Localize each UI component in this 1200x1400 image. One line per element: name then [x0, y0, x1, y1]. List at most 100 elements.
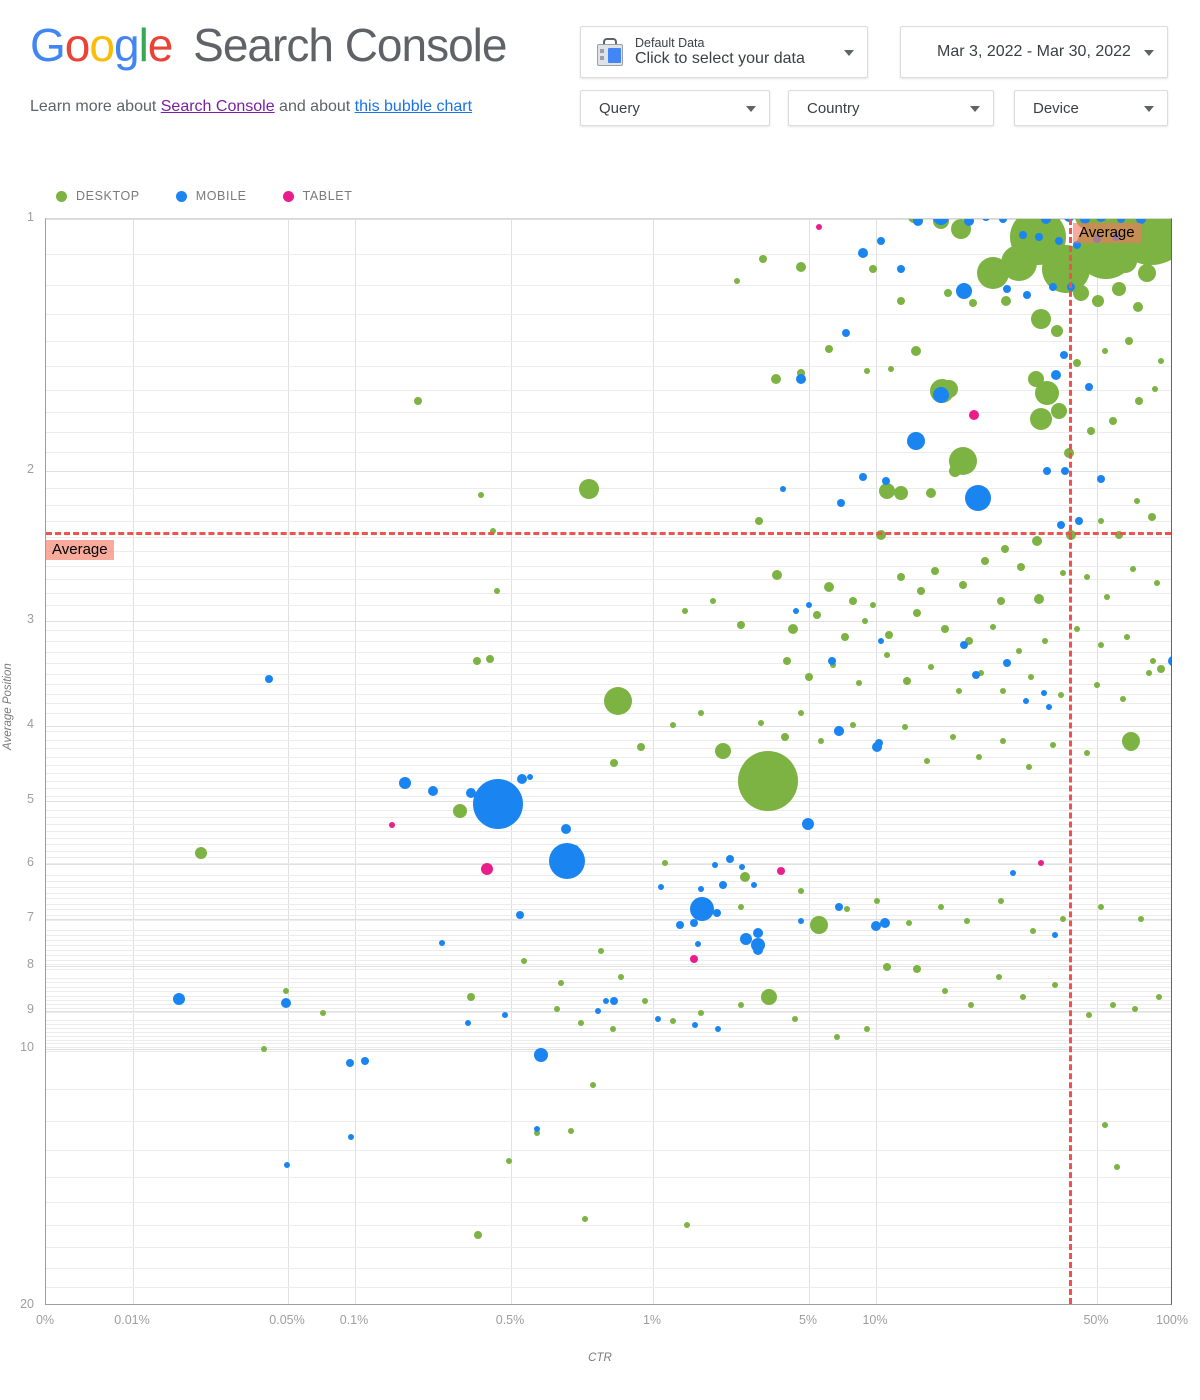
bubble-desktop[interactable]	[610, 1026, 616, 1032]
bubble-desktop[interactable]	[1094, 682, 1100, 688]
bubble-mobile[interactable]	[960, 641, 968, 649]
bubble-mobile[interactable]	[1168, 656, 1171, 666]
bubble-desktop[interactable]	[976, 754, 982, 760]
bubble-desktop[interactable]	[798, 710, 804, 716]
bubble-desktop[interactable]	[797, 369, 805, 377]
bubble-desktop[interactable]	[1073, 359, 1081, 367]
bubble-desktop[interactable]	[772, 570, 782, 580]
bubble-mobile[interactable]	[690, 919, 698, 927]
bubble-desktop[interactable]	[864, 368, 870, 374]
bubble-desktop[interactable]	[738, 751, 798, 811]
bubble-desktop[interactable]	[1092, 295, 1104, 307]
bubble-desktop[interactable]	[1138, 916, 1144, 922]
bubble-desktop[interactable]	[1000, 738, 1006, 744]
bubble-desktop[interactable]	[582, 1216, 588, 1222]
bubble-tablet[interactable]	[389, 822, 395, 828]
bubble-desktop[interactable]	[1001, 545, 1009, 553]
bubble-desktop[interactable]	[1030, 408, 1052, 430]
bubble-desktop[interactable]	[1157, 665, 1165, 673]
bubble-mobile[interactable]	[872, 742, 882, 752]
bubble-mobile[interactable]	[907, 432, 925, 450]
bubble-mobile[interactable]	[739, 864, 745, 870]
bubble-desktop[interactable]	[903, 677, 911, 685]
bubble-desktop[interactable]	[1109, 417, 1117, 425]
bubble-desktop[interactable]	[618, 974, 624, 980]
bubble-mobile[interactable]	[603, 998, 609, 1004]
bubble-desktop[interactable]	[1115, 531, 1123, 539]
bubble-mobile[interactable]	[534, 1048, 548, 1062]
bubble-desktop[interactable]	[1154, 234, 1168, 248]
bubble-desktop[interactable]	[876, 530, 886, 540]
bubble-desktop[interactable]	[684, 1222, 690, 1228]
bubble-mobile[interactable]	[690, 897, 714, 921]
bubble-mobile[interactable]	[956, 283, 972, 299]
bubble-chart-link[interactable]: this bubble chart	[354, 98, 473, 115]
bubble-desktop[interactable]	[981, 557, 989, 565]
bubble-desktop[interactable]	[949, 465, 961, 477]
bubble-desktop[interactable]	[1051, 403, 1067, 419]
bubble-mobile[interactable]	[695, 941, 701, 947]
bubble-desktop[interactable]	[849, 597, 857, 605]
bubble-desktop[interactable]	[578, 1020, 584, 1026]
bubble-mobile[interactable]	[964, 219, 974, 226]
bubble-desktop[interactable]	[1060, 916, 1066, 922]
bubble-desktop[interactable]	[738, 904, 744, 910]
bubble-desktop[interactable]	[1133, 302, 1143, 312]
bubble-mobile[interactable]	[965, 485, 991, 511]
bubble-mobile[interactable]	[1136, 219, 1146, 224]
bubble-mobile[interactable]	[1117, 219, 1125, 223]
bubble-mobile[interactable]	[877, 237, 885, 245]
bubble-desktop[interactable]	[1001, 296, 1011, 306]
bubble-mobile[interactable]	[692, 1022, 698, 1028]
bubble-desktop[interactable]	[682, 608, 688, 614]
bubble-desktop[interactable]	[1032, 536, 1042, 546]
bubble-mobile[interactable]	[1052, 932, 1058, 938]
bubble-mobile[interactable]	[465, 1020, 471, 1026]
bubble-tablet[interactable]	[1038, 860, 1044, 866]
bubble-desktop[interactable]	[453, 804, 467, 818]
bubble-desktop[interactable]	[637, 743, 645, 751]
bubble-desktop[interactable]	[521, 958, 527, 964]
bubble-desktop[interactable]	[1042, 638, 1048, 644]
bubble-desktop[interactable]	[998, 898, 1004, 904]
bubble-desktop[interactable]	[1030, 928, 1036, 934]
bubble-mobile[interactable]	[726, 855, 734, 863]
bubble-mobile[interactable]	[281, 998, 291, 1008]
bubble-mobile[interactable]	[502, 1012, 508, 1018]
bubble-desktop[interactable]	[320, 1010, 326, 1016]
bubble-desktop[interactable]	[990, 624, 996, 630]
bubble-desktop[interactable]	[931, 567, 939, 575]
bubble-desktop[interactable]	[862, 618, 868, 624]
bubble-desktop[interactable]	[1020, 994, 1026, 1000]
bubble-desktop[interactable]	[771, 374, 781, 384]
bubble-mobile[interactable]	[798, 918, 804, 924]
bubble-desktop[interactable]	[1084, 574, 1090, 580]
bubble-desktop[interactable]	[856, 680, 862, 686]
bubble-desktop[interactable]	[1052, 982, 1058, 988]
bubble-desktop[interactable]	[841, 633, 849, 641]
bubble-mobile[interactable]	[828, 657, 836, 665]
bubble-desktop[interactable]	[1146, 670, 1152, 676]
bubble-mobile[interactable]	[173, 993, 185, 1005]
bubble-desktop[interactable]	[610, 759, 618, 767]
bubble-desktop[interactable]	[698, 1010, 704, 1016]
bubble-desktop[interactable]	[1148, 513, 1156, 521]
bubble-desktop[interactable]	[598, 948, 604, 954]
bubble-mobile[interactable]	[1055, 237, 1063, 245]
bubble-desktop[interactable]	[670, 722, 676, 728]
bubble-desktop[interactable]	[996, 974, 1002, 980]
bubble-mobile[interactable]	[527, 774, 533, 780]
bubble-mobile[interactable]	[1010, 870, 1016, 876]
device-filter[interactable]: Device	[1014, 90, 1168, 126]
bubble-mobile[interactable]	[595, 1008, 601, 1014]
bubble-mobile[interactable]	[466, 788, 476, 798]
bubble-desktop[interactable]	[913, 609, 921, 617]
bubble-desktop[interactable]	[906, 920, 912, 926]
bubble-mobile[interactable]	[897, 265, 905, 273]
bubble-desktop[interactable]	[941, 625, 949, 633]
bubble-desktop[interactable]	[885, 631, 893, 639]
bubble-desktop[interactable]	[1110, 1002, 1116, 1008]
bubble-mobile[interactable]	[361, 1057, 369, 1065]
bubble-desktop[interactable]	[1104, 594, 1110, 600]
bubble-mobile[interactable]	[880, 918, 890, 928]
